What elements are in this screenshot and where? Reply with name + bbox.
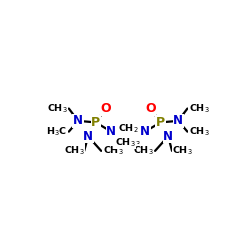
Text: CH$_3$: CH$_3$ (64, 145, 84, 157)
Text: CH$_3$: CH$_3$ (47, 102, 67, 115)
Text: O: O (145, 102, 156, 115)
Text: P: P (91, 116, 100, 129)
Text: H$_3$C: H$_3$C (46, 126, 67, 138)
Text: CH$_3$: CH$_3$ (103, 145, 123, 157)
Text: O: O (100, 102, 111, 115)
Text: CH$_2$: CH$_2$ (118, 122, 139, 135)
Text: P: P (156, 116, 165, 129)
Text: CH$_3$: CH$_3$ (133, 145, 154, 157)
Text: N: N (73, 114, 83, 127)
Text: CH$_3$: CH$_3$ (120, 136, 141, 149)
Text: N: N (106, 125, 116, 138)
Text: CH$_3$: CH$_3$ (115, 136, 136, 149)
Text: CH$_3$: CH$_3$ (172, 145, 193, 157)
Text: N: N (140, 125, 150, 138)
Text: N: N (83, 130, 93, 143)
Text: N: N (163, 130, 173, 143)
Text: CH$_3$: CH$_3$ (189, 102, 210, 115)
Text: N: N (173, 114, 183, 127)
Text: CH$_3$: CH$_3$ (189, 126, 210, 138)
